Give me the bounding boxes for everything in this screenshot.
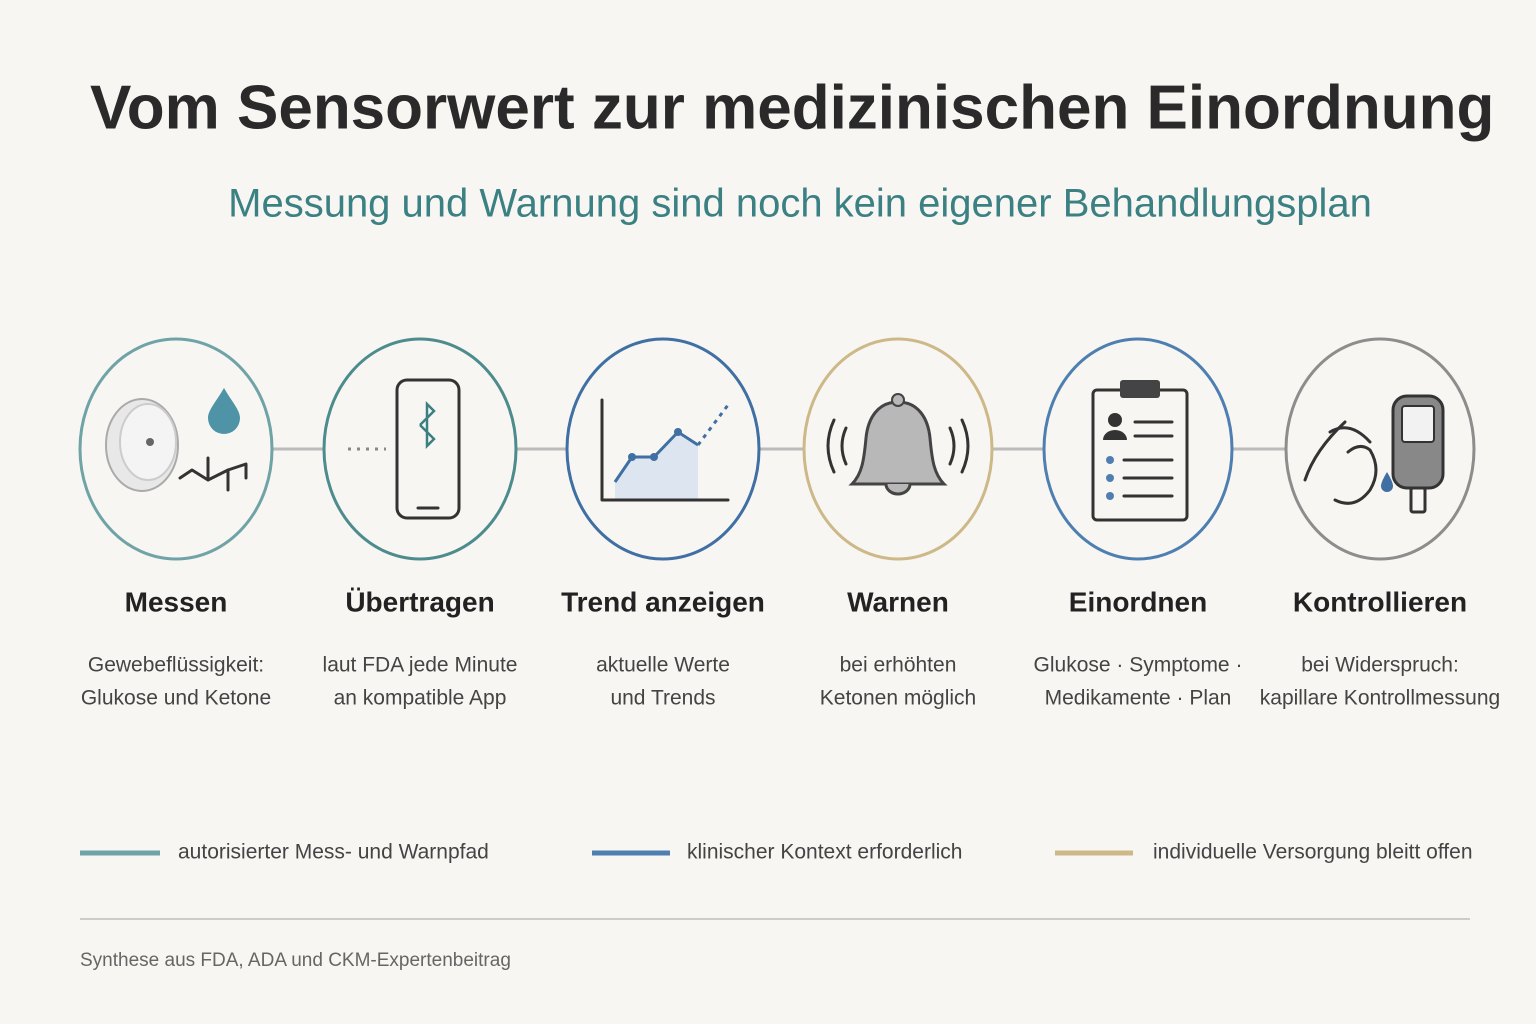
steps: Messen Gewebeflüssigkeit: Glukose und Keto… [81,586,1500,709]
step-title: Warnen [847,586,949,617]
step-description: bei erhöhten [840,654,957,677]
step-description: aktuelle Werte [596,654,730,677]
step-description: an kompatible App [334,687,507,710]
footer: Synthese aus FDA, ADA und CKM-Expertenbe… [80,950,511,971]
step-title: Einordnen [1069,586,1207,617]
trend-icon [600,398,730,502]
step-description: Glukose · Symptome · [1034,654,1243,677]
circle [1042,337,1234,561]
circle [322,337,518,561]
step-description: Glukose und Ketone [81,687,271,710]
step-description: Medikamente · Plan [1045,687,1232,710]
step-title: Kontrollieren [1293,586,1467,617]
meter-icon [1303,394,1445,514]
sensor-icon [105,388,248,492]
legend-text: klinischer Kontext erforderlich [687,841,962,864]
step-description: kapillare Kontrollmessung [1260,687,1500,710]
phone-icon [348,378,461,520]
step-description: und Trends [610,687,715,710]
step-description: bei Widerspruch: [1301,654,1459,677]
step-title: Übertragen [345,586,494,617]
step-title: Messen [125,586,228,617]
legend-text: autorisierter Mess- und Warnpfad [178,841,489,864]
title: Vom Sensorwert zur medizinischen Einordn… [90,73,1494,142]
step-description: Ketonen möglich [820,687,976,710]
clipboard-icon [1091,380,1189,522]
step-title: Trend anzeigen [561,586,765,617]
circle [1284,337,1476,561]
legend-text: individuelle Versorgung bleitt offen [1153,841,1473,864]
bell-icon [826,393,970,496]
subtitle: Messung und Warnung sind noch kein eigen… [228,182,1372,226]
step-description: Gewebeflüssigkeit: [88,654,264,677]
step-description: laut FDA jede Minute [323,654,518,677]
